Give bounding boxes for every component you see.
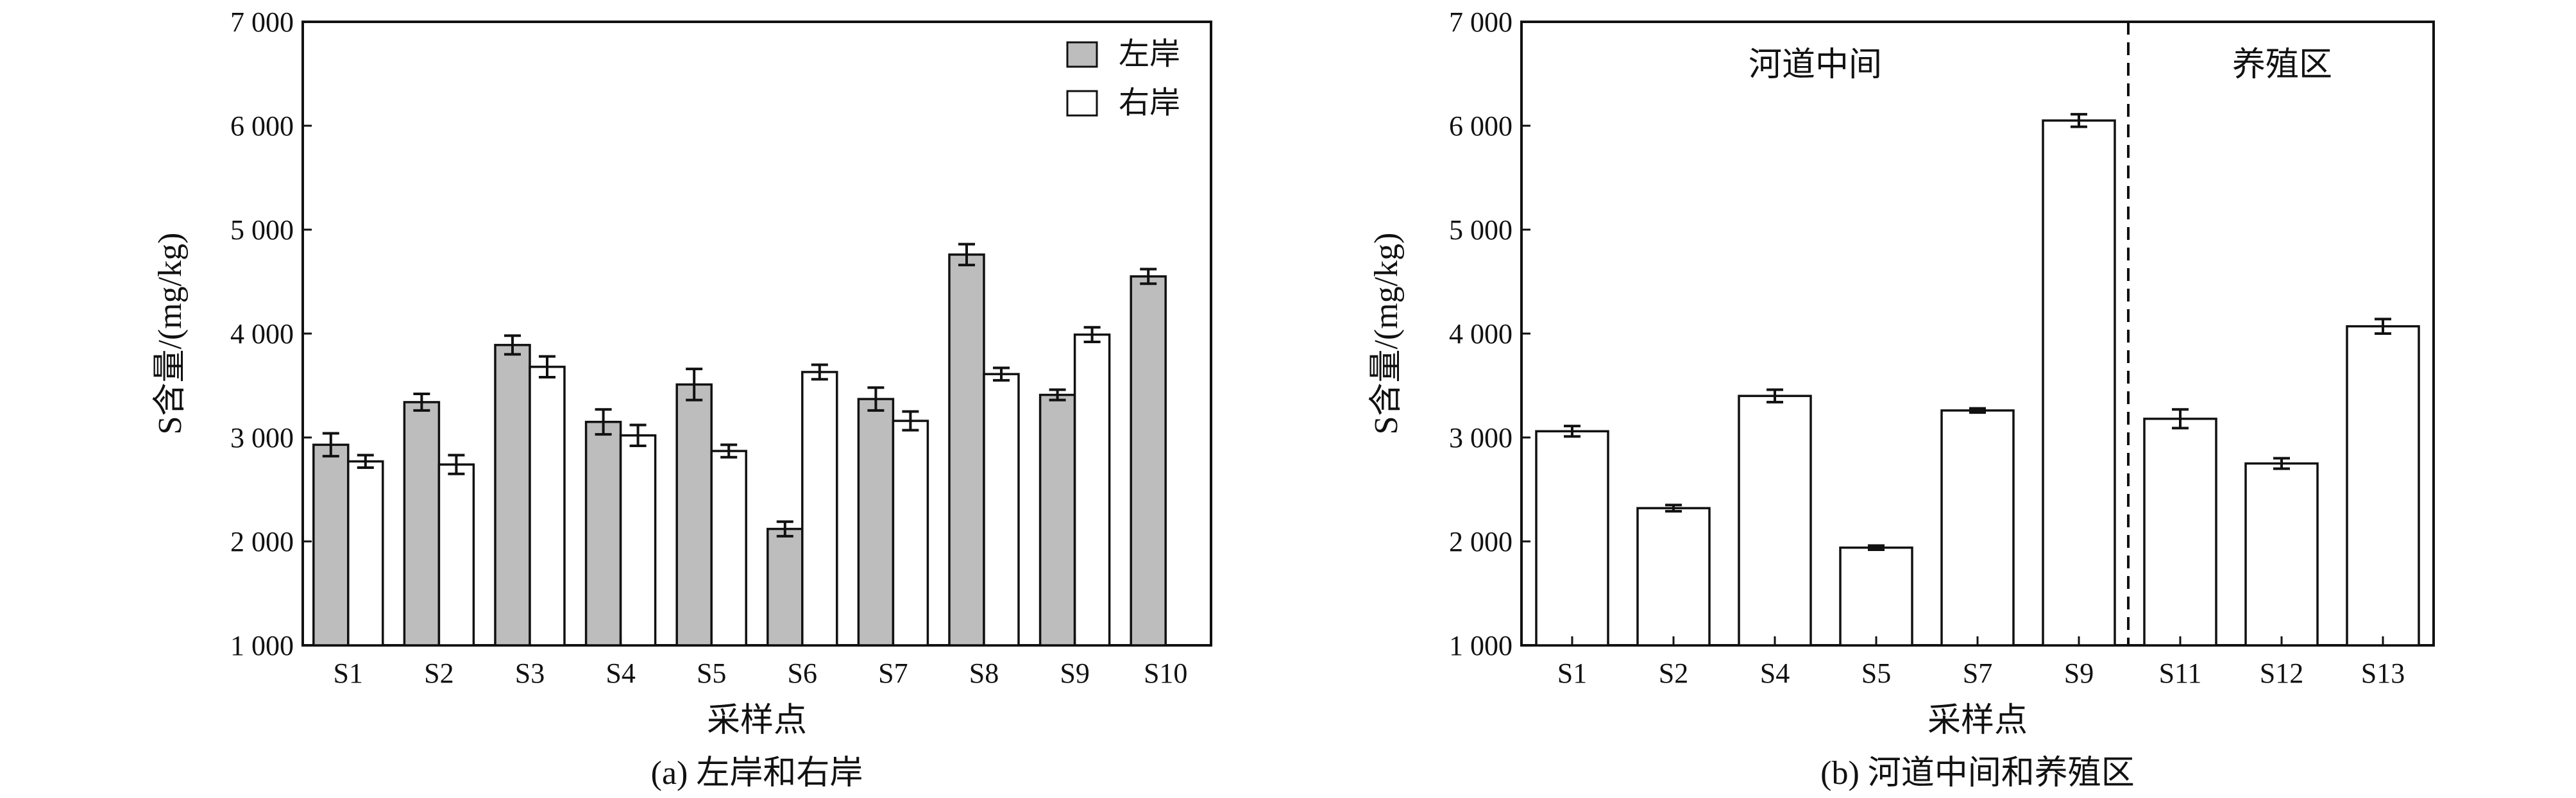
chart-a-x-axis-title: 采样点 — [707, 702, 807, 739]
region-label-aquaculture: 养殖区 — [2232, 47, 2332, 83]
chart-a-y-axis-title: S含量/(mg/kg) — [152, 233, 189, 435]
bar-s9-s1 — [1038, 393, 1076, 647]
bar-s12 — [2244, 462, 2319, 647]
chart-b-y-axis-title: S含量/(mg/kg) — [1368, 233, 1405, 435]
bar-s8-s2 — [983, 373, 1020, 647]
bar-s2-s2 — [437, 463, 475, 647]
y-tick-label: 3 000 — [230, 422, 294, 454]
y-tick-label: 7 000 — [230, 6, 294, 38]
chart-b-y-ticks: 1 000 2 000 3 000 4 000 5 000 6 000 7 000 — [1449, 6, 1530, 661]
x-tick-label-s10: S10 — [1144, 658, 1187, 689]
chart-a-caption: (a) 左岸和右岸 — [651, 755, 863, 792]
x-tick-label-s5: S5 — [1861, 658, 1891, 689]
x-tick-label-s12: S12 — [2260, 658, 2303, 689]
x-tick-label-s5: S5 — [697, 658, 726, 689]
x-tick-label-s9: S9 — [2064, 658, 2094, 689]
x-tick-label-s2: S2 — [424, 658, 453, 689]
legend-swatch-left-bank — [1066, 41, 1098, 68]
bar-s11 — [2143, 418, 2217, 647]
chart-b: 1 000 2 000 3 000 4 000 5 000 6 000 7 000 S1 S2… — [1368, 6, 2435, 792]
bar-s3-s1 — [494, 344, 531, 647]
y-tick-label: 3 000 — [1449, 422, 1513, 454]
x-tick-label-s4: S4 — [606, 658, 635, 689]
legend-swatch-right-bank — [1066, 90, 1098, 117]
chart-a-bars — [312, 242, 1167, 647]
region-label-channel: 河道中间 — [1749, 47, 1882, 83]
chart-a-x-ticks: S1 S2 S3 S4 S5 S6 S7 S8 S9 S10 — [334, 636, 1187, 689]
bar-s2 — [1636, 507, 1711, 647]
chart-a-legend: 左岸 右岸 — [1066, 37, 1180, 120]
bar-s13 — [2346, 325, 2420, 647]
bar-s5-s1 — [675, 383, 713, 647]
bar-s8-s1 — [948, 253, 985, 647]
bar-s10-s1 — [1130, 275, 1167, 647]
bar-s5 — [1839, 546, 1913, 647]
y-tick-label: 6 000 — [230, 110, 294, 142]
y-tick-label: 2 000 — [230, 526, 294, 557]
chart-b-caption: (b) 河道中间和养殖区 — [1820, 755, 2135, 792]
y-tick-label: 4 000 — [1449, 318, 1513, 350]
bar-s9 — [2042, 119, 2116, 647]
bar-s7 — [1940, 409, 2015, 647]
x-tick-label-s9: S9 — [1060, 658, 1089, 689]
y-tick-label: 5 000 — [1449, 214, 1513, 246]
y-tick-label: 5 000 — [230, 214, 294, 246]
bar-s9-s2 — [1073, 333, 1111, 647]
chart-b-x-ticks: S1 S2 S4 S5 S7 S9 S11 S12 S13 — [1557, 636, 2405, 689]
bar-s7-s1 — [857, 398, 895, 647]
bar-s3-s2 — [529, 366, 566, 647]
y-tick-label: 2 000 — [1449, 526, 1513, 557]
bar-s1-s1 — [312, 443, 350, 647]
chart-a: 1 000 2 000 3 000 4 000 5 000 6 000 7 000 S1 S2… — [152, 6, 1212, 792]
bar-s5-s2 — [710, 450, 747, 647]
y-tick-label: 6 000 — [1449, 110, 1513, 142]
bar-s6-s1 — [767, 527, 804, 647]
x-tick-label-s11: S11 — [2159, 658, 2202, 689]
x-tick-label-s13: S13 — [2361, 658, 2405, 689]
x-tick-label-s4: S4 — [1760, 658, 1790, 689]
x-tick-label-s6: S6 — [788, 658, 817, 689]
x-tick-label-s1: S1 — [1557, 658, 1587, 689]
bar-s6-s2 — [801, 371, 838, 647]
y-tick-label: 1 000 — [1449, 630, 1513, 661]
x-tick-label-s1: S1 — [334, 658, 363, 689]
bar-s1 — [1535, 430, 1609, 647]
bar-s1-s2 — [347, 460, 384, 647]
bar-s4-s1 — [584, 420, 622, 647]
x-tick-label-s3: S3 — [515, 658, 545, 689]
x-tick-label-s7: S7 — [1963, 658, 1992, 689]
chart-b-x-axis-title: 采样点 — [1928, 702, 2028, 739]
x-tick-label-s2: S2 — [1659, 658, 1688, 689]
bar-s4-s2 — [619, 434, 657, 647]
y-tick-label: 4 000 — [230, 318, 294, 350]
x-tick-label-s8: S8 — [969, 658, 999, 689]
y-tick-label: 1 000 — [230, 630, 294, 661]
bar-s7-s2 — [892, 420, 929, 647]
legend-label-left-bank: 左岸 — [1119, 37, 1180, 71]
bar-s4 — [1738, 395, 1812, 647]
chart-a-y-ticks: 1 000 2 000 3 000 4 000 5 000 6 000 7 000 — [230, 6, 312, 661]
legend-label-right-bank: 右岸 — [1119, 86, 1180, 120]
chart-b-bars — [1535, 113, 2420, 647]
x-tick-label-s7: S7 — [878, 658, 908, 689]
y-tick-label: 7 000 — [1449, 6, 1513, 38]
bar-s2-s1 — [403, 401, 441, 647]
